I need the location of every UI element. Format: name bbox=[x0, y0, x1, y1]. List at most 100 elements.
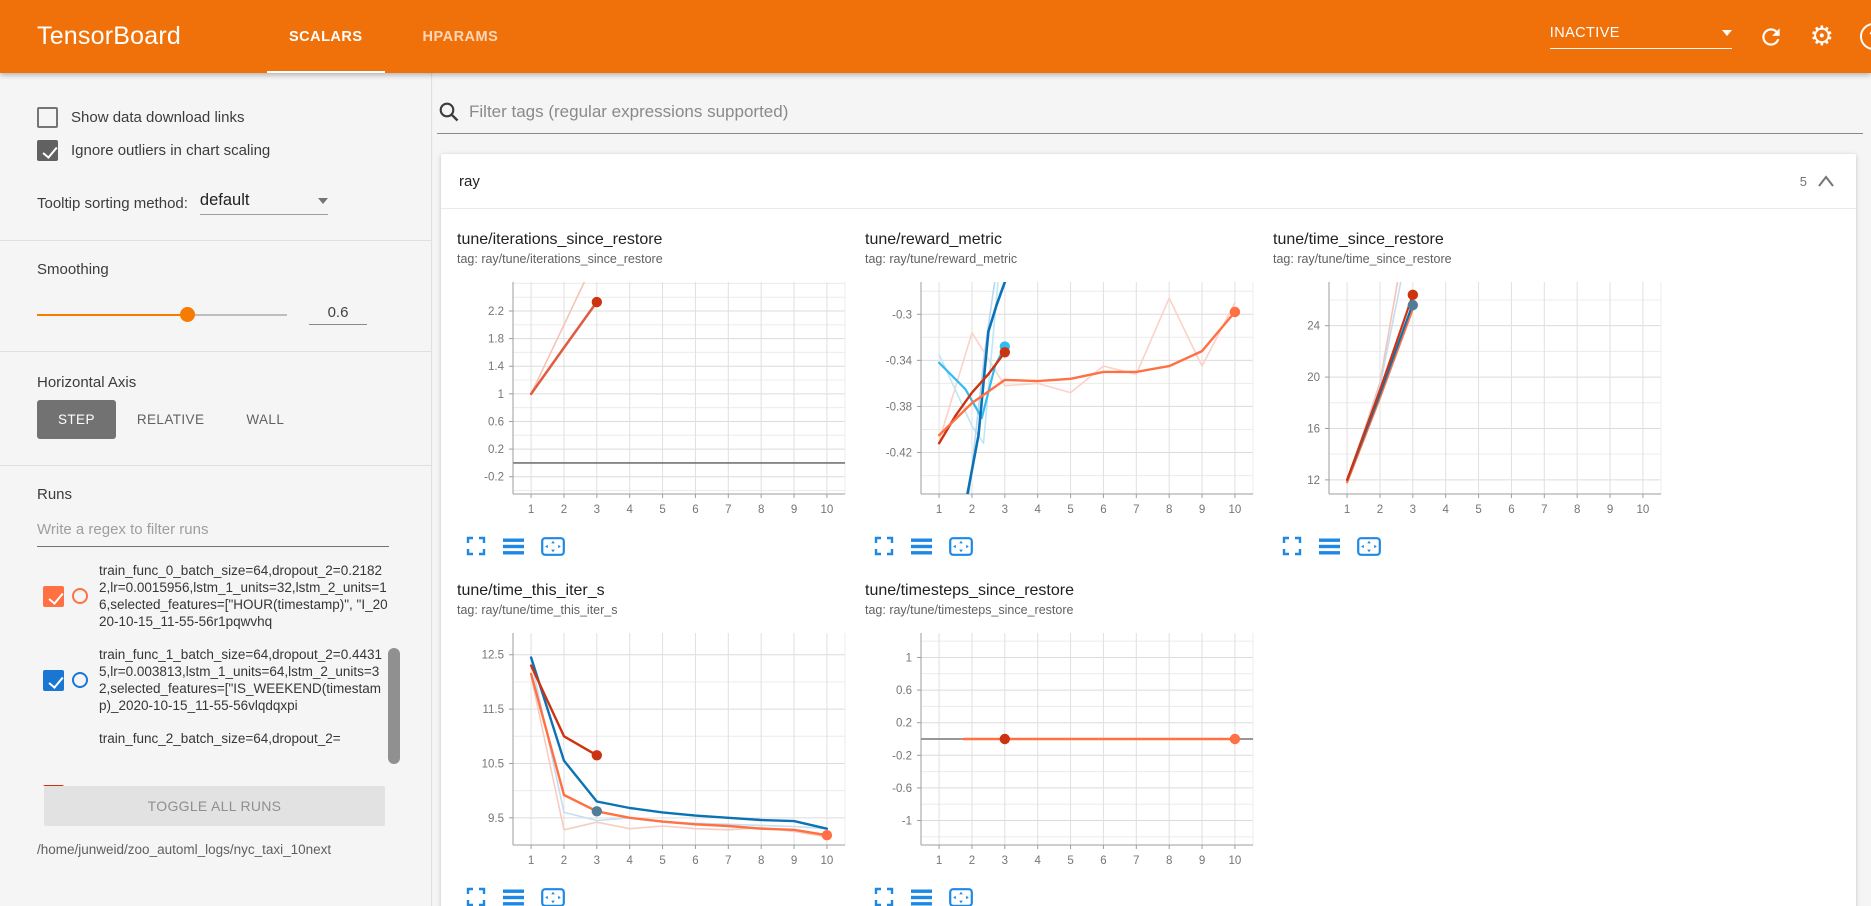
svg-text:10: 10 bbox=[821, 504, 834, 516]
slider-thumb[interactable] bbox=[180, 307, 195, 322]
toggle-runs-icon[interactable] bbox=[503, 537, 524, 556]
svg-text:7: 7 bbox=[1133, 855, 1139, 867]
fit-domain-icon[interactable] bbox=[541, 887, 565, 906]
svg-text:8: 8 bbox=[1574, 504, 1580, 516]
divider bbox=[0, 240, 431, 241]
svg-text:10: 10 bbox=[1229, 504, 1242, 516]
line-chart-canvas[interactable]: 1 2 3 4 5 6 7 8 9 10 2.2 1.8 1.4 1 0.6 0.2 -0.2 bbox=[457, 276, 851, 526]
run-checkbox[interactable] bbox=[43, 585, 64, 607]
settings-button[interactable]: ⚙ bbox=[1810, 23, 1834, 50]
run-item[interactable]: train_func_0_batch_size=64,dropout_2=0.2… bbox=[37, 562, 389, 630]
tab-hparams[interactable]: HPARAMS bbox=[422, 28, 499, 45]
chart-actions bbox=[1282, 536, 1667, 556]
chart-tile: tune/time_this_iter_s tag: ray/tune/time_… bbox=[457, 582, 851, 906]
svg-text:6: 6 bbox=[692, 504, 698, 516]
fit-domain-icon[interactable] bbox=[949, 536, 973, 556]
show-download-links-row[interactable]: Show data download links bbox=[37, 107, 389, 128]
svg-text:9.5: 9.5 bbox=[488, 813, 504, 825]
svg-text:8: 8 bbox=[1166, 504, 1172, 516]
gear-icon: ⚙ bbox=[1809, 21, 1834, 51]
show-download-links-checkbox[interactable] bbox=[37, 107, 58, 128]
toggle-runs-icon[interactable] bbox=[911, 537, 932, 556]
chart-series bbox=[530, 675, 828, 838]
run-color-circle[interactable] bbox=[72, 588, 88, 604]
axis-option-wall[interactable]: WALL bbox=[246, 412, 285, 427]
tooltip-sorting-value: default bbox=[199, 191, 250, 209]
data-point-dot bbox=[1229, 306, 1241, 318]
svg-text:5: 5 bbox=[1067, 855, 1073, 867]
chart-actions bbox=[466, 536, 851, 556]
svg-text:1.8: 1.8 bbox=[488, 334, 504, 346]
run-checkbox[interactable] bbox=[43, 669, 64, 691]
expand-chart-icon[interactable] bbox=[1282, 536, 1302, 556]
chart-title: tune/time_this_iter_s bbox=[457, 582, 605, 599]
run-name: train_func_1_batch_size=64,dropout_2=0.4… bbox=[99, 647, 382, 713]
svg-text:4: 4 bbox=[1034, 855, 1041, 867]
ignore-outliers-checkbox[interactable] bbox=[37, 140, 58, 161]
chart-tag: tag: ray/tune/timesteps_since_restore bbox=[865, 603, 1074, 617]
svg-text:2: 2 bbox=[969, 855, 975, 867]
reload-button[interactable] bbox=[1758, 24, 1784, 50]
chart-tile: tune/time_since_restore tag: ray/tune/tim… bbox=[1273, 231, 1667, 556]
toggle-runs-icon[interactable] bbox=[1319, 537, 1340, 556]
tag-group-header[interactable]: ray 5 bbox=[441, 154, 1856, 209]
runs-scrollbar[interactable] bbox=[388, 648, 400, 764]
expand-chart-icon[interactable] bbox=[466, 887, 486, 906]
run-color-circle[interactable] bbox=[72, 672, 88, 688]
chart-title: tune/reward_metric bbox=[865, 231, 1002, 248]
toggle-runs-icon[interactable] bbox=[503, 888, 524, 906]
expand-chart-icon[interactable] bbox=[874, 536, 894, 556]
svg-text:10: 10 bbox=[821, 855, 834, 867]
svg-text:7: 7 bbox=[725, 855, 731, 867]
tooltip-sorting-select[interactable]: default bbox=[199, 191, 328, 215]
chart-series bbox=[937, 310, 1237, 437]
svg-text:-1: -1 bbox=[902, 816, 912, 828]
settings-sidebar: Show data download links Ignore outliers… bbox=[0, 73, 432, 906]
svg-text:4: 4 bbox=[626, 504, 633, 516]
divider bbox=[0, 465, 431, 466]
svg-text:2: 2 bbox=[969, 504, 975, 516]
tag-group-name: ray bbox=[459, 172, 480, 190]
run-item[interactable]: train_func_2_batch_size=64,dropout_2= bbox=[37, 730, 389, 786]
toggle-runs-icon[interactable] bbox=[911, 888, 932, 906]
ignore-outliers-row[interactable]: Ignore outliers in chart scaling bbox=[37, 140, 389, 161]
svg-text:-0.42: -0.42 bbox=[886, 448, 912, 460]
fit-domain-icon[interactable] bbox=[1357, 536, 1381, 556]
expand-chart-icon[interactable] bbox=[466, 536, 486, 556]
main-tabs: SCALARS HPARAMS bbox=[259, 0, 528, 73]
data-point-dot bbox=[999, 733, 1011, 745]
smoothing-slider[interactable] bbox=[37, 307, 287, 322]
chart-tag: tag: ray/tune/time_this_iter_s bbox=[457, 603, 618, 617]
line-chart-canvas[interactable]: 1 2 3 4 5 6 7 8 9 10 1 0.6 0.2 -0.2 -0.6 -1 bbox=[865, 627, 1259, 877]
chevron-up-icon[interactable] bbox=[1814, 173, 1838, 189]
svg-text:4: 4 bbox=[626, 855, 633, 867]
tab-scalars[interactable]: SCALARS bbox=[259, 0, 393, 73]
svg-text:3: 3 bbox=[594, 504, 600, 516]
chart-series bbox=[938, 297, 1236, 442]
line-chart-canvas[interactable]: 1 2 3 4 5 6 7 8 9 10 -0.3 -0.34 -0.38 -0.42 bbox=[865, 276, 1259, 526]
chart-actions bbox=[874, 536, 1259, 556]
help-button[interactable]: ? bbox=[1860, 23, 1871, 50]
svg-text:1: 1 bbox=[1344, 504, 1350, 516]
tag-group-count: 5 bbox=[1799, 173, 1807, 189]
axis-option-step[interactable]: STEP bbox=[37, 400, 116, 439]
svg-text:12: 12 bbox=[1307, 475, 1320, 487]
chart-tile: tune/iterations_since_restore tag: ray/tu… bbox=[457, 231, 851, 556]
line-chart-canvas[interactable]: 1 2 3 4 5 6 7 8 9 10 12.5 11.5 10.5 9.5 bbox=[457, 627, 851, 877]
tag-filter-input[interactable] bbox=[469, 102, 1863, 122]
expand-chart-icon[interactable] bbox=[874, 887, 894, 906]
svg-text:2: 2 bbox=[1377, 504, 1383, 516]
axis-option-relative[interactable]: RELATIVE bbox=[136, 412, 205, 427]
data-status-select[interactable]: INACTIVE bbox=[1549, 25, 1732, 49]
toggle-all-runs-button[interactable]: TOGGLE ALL RUNS bbox=[44, 786, 385, 826]
fit-domain-icon[interactable] bbox=[541, 536, 565, 556]
fit-domain-icon[interactable] bbox=[949, 887, 973, 906]
run-item[interactable]: train_func_1_batch_size=64,dropout_2=0.4… bbox=[37, 646, 389, 714]
runs-filter-input[interactable] bbox=[37, 517, 389, 547]
smoothing-value[interactable]: 0.6 bbox=[309, 304, 367, 325]
svg-text:-0.2: -0.2 bbox=[484, 472, 504, 484]
tooltip-sorting-label: Tooltip sorting method: bbox=[37, 195, 188, 212]
run-checkbox[interactable] bbox=[43, 784, 64, 786]
svg-text:1: 1 bbox=[936, 855, 942, 867]
